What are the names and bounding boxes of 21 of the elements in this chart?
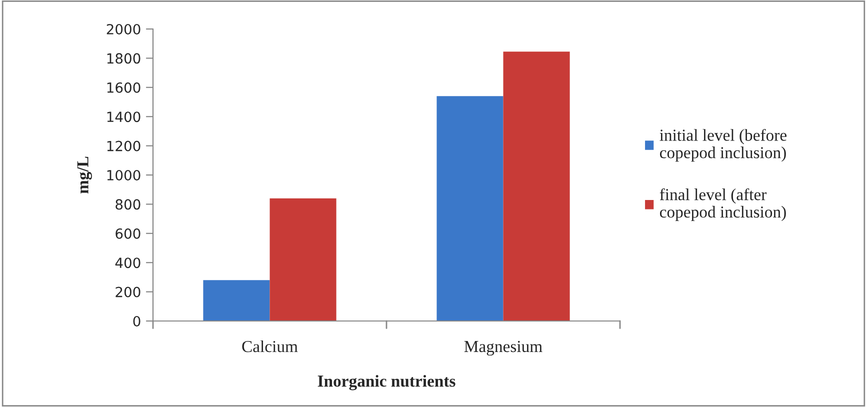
bar (503, 52, 570, 321)
y-tick-label: 1800 (107, 53, 140, 64)
legend-label: final level (after copepod inclusion) (660, 188, 786, 222)
x-axis-title: Inorganic nutrients (318, 375, 456, 390)
bar (203, 280, 270, 321)
bar (270, 198, 336, 321)
y-tick-label: 800 (116, 199, 140, 210)
bar (436, 96, 504, 321)
y-axis-title: mg/L (77, 156, 92, 194)
x-tick-label: Magnesium (464, 340, 542, 356)
y-tick-label: 600 (116, 228, 140, 239)
y-tick-label: 200 (116, 286, 140, 298)
x-tick-label: Calcium (242, 340, 298, 352)
y-tick-label: 1200 (107, 140, 140, 152)
y-tick-label: 400 (115, 258, 140, 268)
y-tick-label: 2000 (106, 24, 140, 34)
y-tick-label: 1600 (107, 82, 140, 93)
y-tick-label: 0 (133, 316, 140, 326)
legend-label: initial level (before copepod inclusion) (660, 128, 786, 162)
y-tick-label: 1400 (107, 112, 140, 122)
y-tick-label: 1000 (107, 170, 140, 180)
